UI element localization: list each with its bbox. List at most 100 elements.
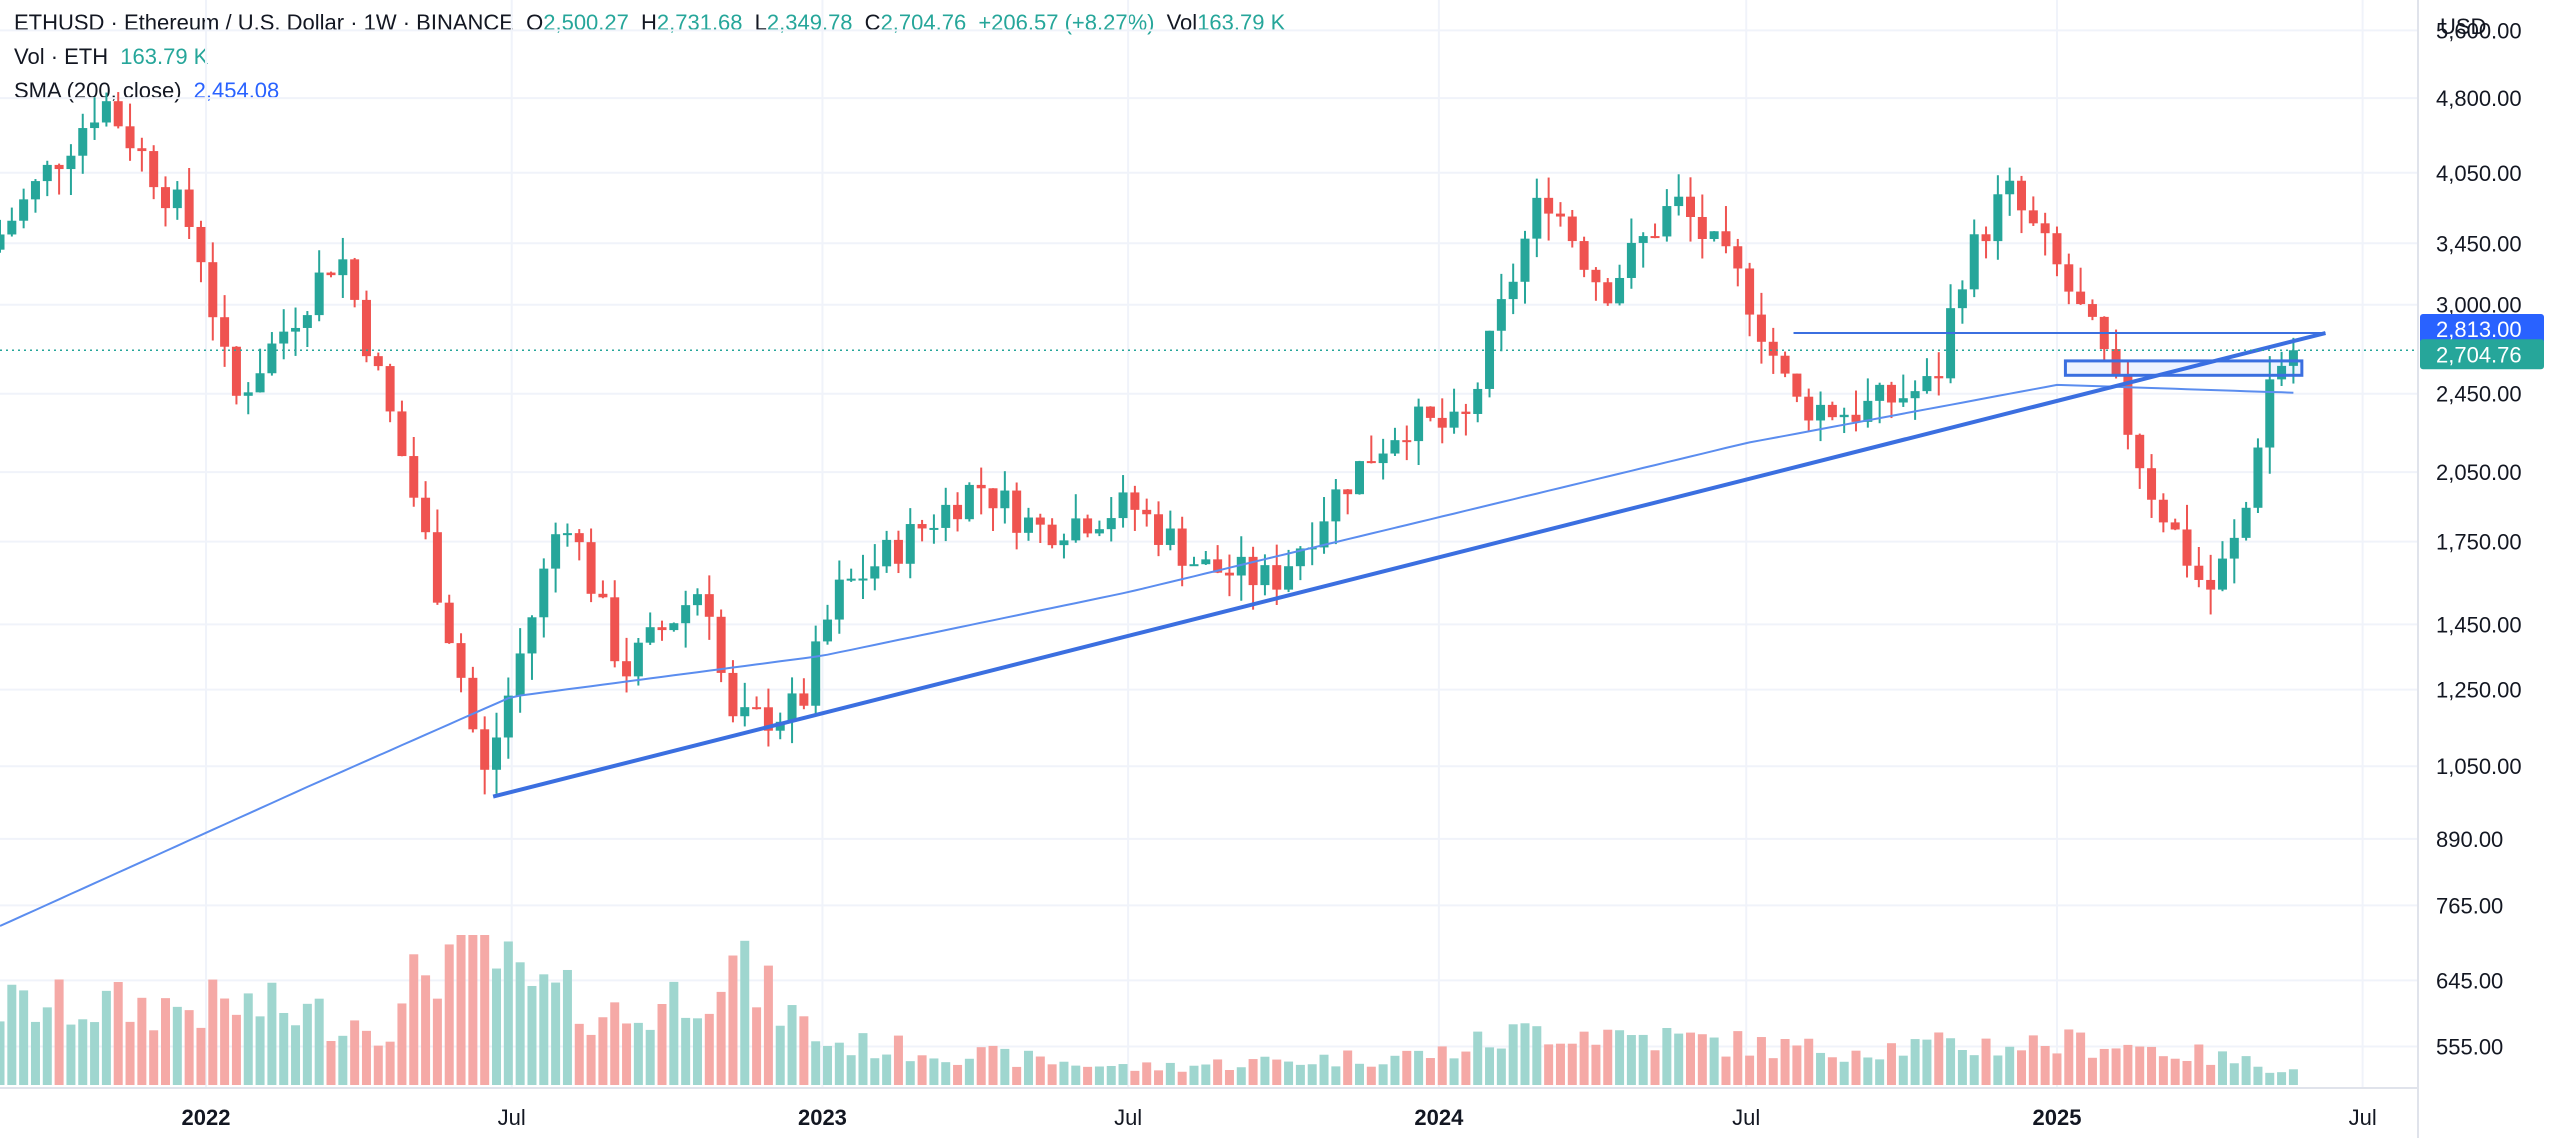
volume-bar [1354, 1063, 1364, 1085]
price-label-box [2420, 314, 2544, 345]
candle-body [42, 164, 52, 182]
candle-body [964, 484, 974, 520]
volume-bar [988, 1045, 998, 1085]
volume-bar [78, 1019, 88, 1085]
time-tick-label: 2025 [2032, 1105, 2081, 1130]
candle-body [243, 392, 253, 396]
volume-bar [1532, 1026, 1542, 1085]
candle-body [1981, 234, 1991, 242]
candle-body [2158, 499, 2168, 523]
candle-body [681, 605, 691, 624]
candle-body [2017, 180, 2027, 211]
time-tick-label: 2022 [182, 1105, 231, 1130]
candle-body [752, 707, 762, 710]
price-tick-label: 4,800.00 [2436, 86, 2522, 111]
volume-bar [1591, 1044, 1601, 1085]
candle-body [1898, 398, 1908, 403]
candle-body [692, 594, 702, 606]
volume-bar [2099, 1048, 2109, 1085]
volume-bar [752, 1007, 762, 1085]
candle-body [858, 578, 868, 581]
volume-bar [1106, 1065, 1116, 1085]
volume-bar [2028, 1035, 2038, 1085]
volume-bar [1130, 1070, 1140, 1085]
volume-bar [1544, 1044, 1554, 1085]
candle-body [1875, 384, 1885, 401]
candle-body [1414, 406, 1424, 442]
volume-bar [2087, 1057, 2097, 1085]
volume-bar [1165, 1062, 1175, 1085]
volume-bar [0, 1021, 5, 1085]
candle-body [1674, 196, 1684, 207]
candle-body [480, 729, 490, 770]
candle-body [444, 602, 454, 644]
volume-bar [1520, 1023, 1530, 1085]
volume-bar [1343, 1050, 1353, 1085]
volume-bar [1000, 1048, 1010, 1085]
volume-bar [279, 1012, 289, 1085]
candle-body [1910, 391, 1920, 399]
volume-bar [54, 979, 64, 1085]
candle-body [54, 164, 64, 170]
volume-bar [2111, 1048, 2121, 1085]
volume-bar [480, 935, 490, 1085]
volume-bar [326, 1041, 336, 1085]
price-tick-label: 3,450.00 [2436, 231, 2522, 256]
volume-bar [1792, 1045, 1802, 1085]
volume-bar [30, 1021, 40, 1085]
candle-body [468, 677, 478, 730]
candle-body [562, 533, 572, 536]
candle-body [421, 497, 431, 533]
volume-bar [1425, 1058, 1435, 1085]
volume-bar [1662, 1027, 1672, 1085]
volume-bar [1378, 1064, 1388, 1085]
candle-body [2206, 579, 2216, 590]
candle-body [161, 187, 171, 209]
volume-bar [633, 1022, 643, 1085]
candle-body [551, 534, 561, 569]
candle-body [539, 568, 549, 618]
candle-body [492, 737, 502, 770]
volume-bar [444, 944, 454, 1085]
candle-body [2087, 304, 2097, 317]
volume-bar [964, 1058, 974, 1085]
low-label: L [754, 10, 767, 35]
volume-bar [539, 974, 549, 1085]
candle-body [1768, 341, 1778, 356]
time-tick-label: Jul [1114, 1105, 1142, 1130]
candle-body [279, 331, 289, 344]
volume-bar [2123, 1044, 2133, 1085]
volume-bar [361, 1030, 371, 1085]
volume-bar [1142, 1062, 1152, 1085]
candle-body [208, 262, 218, 318]
candle-body [740, 707, 750, 717]
volume-bar [657, 1003, 667, 1085]
candle-body [231, 346, 241, 396]
volume-bar [740, 940, 750, 1085]
currency-unit-button[interactable]: USD [2440, 14, 2487, 39]
volume-indicator-legend[interactable]: Vol · ETH 163.79 K [14, 44, 214, 70]
candle-body [1390, 440, 1400, 454]
volume-bar [1922, 1039, 1932, 1085]
candle-body [1863, 400, 1873, 422]
volume-bar [397, 1003, 407, 1085]
volume-bar [1934, 1032, 1944, 1085]
volume-bar [2005, 1046, 2015, 1085]
volume-bar [1449, 1058, 1459, 1085]
candle-body [1792, 373, 1802, 397]
volume-bar [551, 982, 561, 1085]
volume-bar [2253, 1066, 2263, 1085]
candle-body [78, 128, 88, 156]
candle-body [1201, 559, 1211, 565]
candle-body [1260, 565, 1270, 586]
volume-bar [1697, 1034, 1707, 1085]
candle-body [503, 695, 513, 738]
candle-body [2277, 365, 2287, 380]
candle-body [2288, 350, 2298, 366]
candle-body [137, 148, 147, 152]
candle-body [1626, 242, 1636, 278]
volume-bar [1603, 1029, 1613, 1085]
volume-bar [2182, 1060, 2192, 1085]
volume-bar [645, 1029, 655, 1085]
